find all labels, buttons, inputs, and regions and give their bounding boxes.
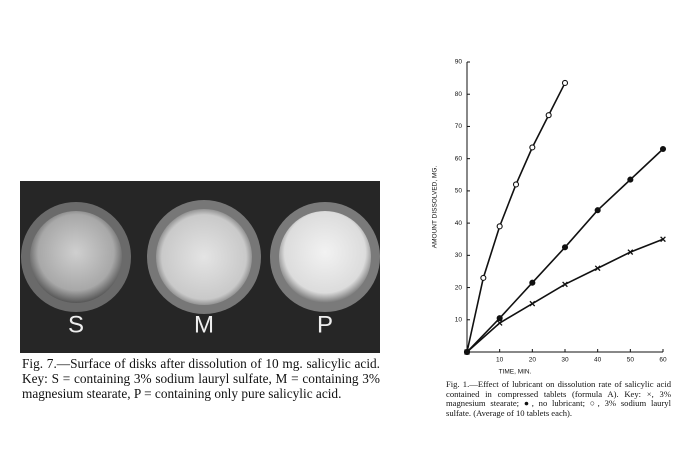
figure-caption: Fig. 7.—Surface of disks after dissoluti… bbox=[22, 356, 380, 401]
series-line bbox=[466, 238, 664, 353]
disk bbox=[279, 211, 371, 303]
x-tick-label: 50 bbox=[627, 357, 635, 364]
data-point bbox=[562, 281, 568, 288]
y-tick-label: 60 bbox=[455, 155, 463, 162]
data-point bbox=[464, 349, 470, 355]
photo: S M P bbox=[20, 181, 380, 353]
data-point bbox=[496, 315, 503, 322]
x-tick-label: 30 bbox=[561, 357, 569, 364]
data-point bbox=[512, 181, 520, 188]
x-tick-label: 60 bbox=[659, 357, 667, 364]
y-tick-label: 30 bbox=[455, 252, 463, 259]
chart: AMOUNT DISSOLVED, MG. TIME, MIN. 10 20 30 4… bbox=[432, 59, 667, 376]
data-point bbox=[659, 145, 667, 153]
data-point bbox=[480, 274, 487, 281]
disk-label: M bbox=[194, 311, 214, 338]
y-tick-label: 50 bbox=[455, 188, 463, 195]
disk bbox=[156, 209, 252, 305]
series-line bbox=[466, 82, 566, 353]
data-point bbox=[594, 265, 601, 272]
data-point bbox=[529, 144, 536, 151]
data-point bbox=[660, 236, 666, 243]
data-point bbox=[496, 223, 503, 230]
x-tick-label: 20 bbox=[529, 357, 537, 364]
y-axis-label: AMOUNT DISSOLVED, MG. bbox=[432, 166, 439, 249]
y-tick-label: 20 bbox=[455, 284, 463, 291]
data-point bbox=[496, 320, 503, 326]
data-point bbox=[561, 79, 569, 86]
y-tick-label: 80 bbox=[455, 91, 463, 98]
y-tick-label: 40 bbox=[455, 220, 463, 227]
x-axis-label: TIME, MIN. bbox=[499, 369, 532, 376]
y-tick-label: 10 bbox=[455, 316, 463, 323]
x-tick-label: 40 bbox=[594, 357, 602, 364]
data-point bbox=[627, 176, 634, 183]
y-tick-label: 90 bbox=[455, 59, 463, 66]
data-point bbox=[594, 207, 601, 214]
y-tick-label: 70 bbox=[455, 123, 463, 130]
data-point bbox=[561, 244, 569, 251]
disk-label: S bbox=[68, 311, 84, 338]
data-point bbox=[545, 112, 552, 119]
disk-label: P bbox=[317, 311, 333, 338]
disk bbox=[30, 211, 122, 303]
data-point bbox=[529, 300, 536, 307]
x-tick-label: 10 bbox=[496, 357, 504, 364]
data-point bbox=[529, 279, 536, 286]
data-point bbox=[627, 249, 634, 255]
chart-caption: Fig. 1.—Effect of lubricant on dissoluti… bbox=[446, 379, 671, 418]
